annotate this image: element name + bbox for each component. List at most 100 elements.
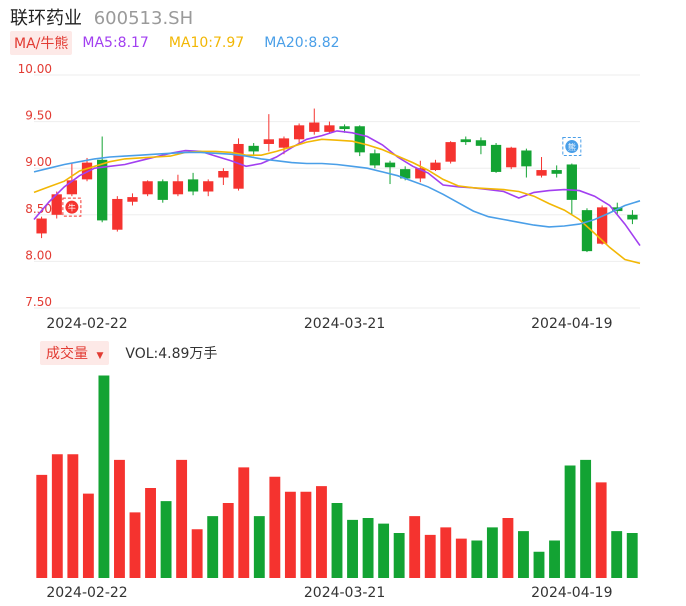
signal-marker-frame xyxy=(562,137,582,157)
volume-bar xyxy=(595,482,607,578)
signal-marker-frame xyxy=(62,197,82,217)
time-axis: 2024-02-22 2024-03-21 2024-04-19 xyxy=(46,316,612,332)
volume-bar xyxy=(362,518,374,578)
candle-body xyxy=(490,144,502,172)
volume-bar xyxy=(98,375,110,578)
date-tick-label: 2024-04-19 xyxy=(531,585,612,601)
candle-body xyxy=(506,147,517,168)
candle-body xyxy=(157,181,168,200)
candle-body xyxy=(187,179,199,192)
volume-bar xyxy=(207,516,219,578)
volume-bar xyxy=(518,531,529,578)
grid-lines xyxy=(34,74,640,309)
stock-title: 联环药业 600513.SH xyxy=(10,4,193,30)
candle-body xyxy=(81,162,93,180)
candle-body xyxy=(324,125,335,132)
candle-body xyxy=(566,164,577,200)
volume-bar xyxy=(580,459,592,578)
candle-body xyxy=(445,142,456,162)
candle-body xyxy=(400,169,411,179)
volume-bar xyxy=(331,503,343,578)
volume-bar xyxy=(253,516,265,578)
volume-bar xyxy=(455,538,467,578)
candlesticks xyxy=(36,108,638,253)
stock-code: 600513.SH xyxy=(93,8,194,29)
candle-body xyxy=(430,162,441,171)
price-tick-label: 9.00 xyxy=(25,155,52,169)
candle-body xyxy=(309,122,320,132)
moving-average-lines xyxy=(33,130,641,265)
candle-body xyxy=(97,159,108,221)
candle-body xyxy=(203,181,214,192)
stock-name: 联环药业 xyxy=(10,8,82,29)
date-tick-label: 2024-04-19 xyxy=(531,316,612,332)
volume-bar xyxy=(486,527,498,578)
volume-bar xyxy=(502,518,514,578)
candle-body xyxy=(581,210,593,252)
date-tick-label: 2024-03-21 xyxy=(304,585,385,601)
date-tick-label: 2024-02-22 xyxy=(46,316,127,332)
volume-bar xyxy=(238,467,250,578)
volume-selector[interactable]: 成交量 ▼ xyxy=(40,341,110,365)
volume-bar xyxy=(300,491,312,578)
volume-bar xyxy=(533,551,545,578)
volume-bar xyxy=(393,533,405,578)
candle-body xyxy=(172,181,184,195)
signal-marker-label: 牛 xyxy=(68,203,76,213)
candle-body xyxy=(596,207,608,244)
candle-body xyxy=(233,143,244,189)
candle-body xyxy=(218,170,229,178)
ma20-line xyxy=(33,151,641,228)
volume-bar xyxy=(191,529,203,578)
signal-marker-dot xyxy=(65,200,79,214)
indicator-selector[interactable]: MA/牛熊 xyxy=(10,31,73,55)
chevron-down-icon: ▼ xyxy=(96,351,104,361)
signal-marker-label: 熊 xyxy=(568,142,576,152)
volume-bar xyxy=(114,459,125,578)
volume-value: VOL:4.89万手 xyxy=(125,346,218,362)
candle-body xyxy=(536,170,547,176)
candle-body xyxy=(354,126,365,153)
candle-body xyxy=(51,194,62,215)
volume-bar xyxy=(269,476,281,578)
candle-body xyxy=(263,139,274,144)
ma5-label: MA5:8.17 xyxy=(82,35,149,51)
candle-body xyxy=(36,218,47,234)
candle-body xyxy=(278,138,290,148)
candle-body xyxy=(369,153,381,166)
volume-bar xyxy=(440,527,452,578)
volume-bar xyxy=(316,486,327,578)
volume-bar xyxy=(160,501,172,578)
volume-bar xyxy=(222,503,234,578)
volume-bar xyxy=(284,491,296,578)
candle-body xyxy=(415,168,426,179)
price-tick-label: 8.00 xyxy=(25,248,52,262)
volume-bar xyxy=(549,540,560,578)
volume-bar xyxy=(51,454,63,578)
volume-bars xyxy=(36,375,638,578)
volume-bar xyxy=(626,533,638,578)
volume-bar xyxy=(36,474,48,578)
volume-time-axis: 2024-02-22 2024-03-21 2024-04-19 xyxy=(46,585,612,601)
volume-legend: 成交量 ▼ VOL:4.89万手 xyxy=(40,341,217,365)
ma20-label: MA20:8.82 xyxy=(264,35,340,51)
candle-body xyxy=(112,198,123,230)
candle-body xyxy=(627,214,638,220)
volume-bar xyxy=(564,465,576,578)
candle-body xyxy=(142,181,153,195)
price-tick-label: 10.00 xyxy=(18,62,52,76)
volume-bar xyxy=(129,512,141,578)
volume-bar xyxy=(471,540,483,578)
price-axis: 10.009.509.008.508.007.50 xyxy=(18,62,52,309)
volume-bar xyxy=(82,493,94,578)
candle-body xyxy=(339,126,350,130)
volume-bar xyxy=(378,523,390,578)
ma-legend: MA/牛熊 MA5:8.17 MA10:7.97 MA20:8.82 xyxy=(10,31,360,55)
candle-body xyxy=(248,145,259,152)
candle-body xyxy=(460,139,471,143)
candle-body xyxy=(384,162,396,168)
ma5-line xyxy=(33,130,641,247)
date-tick-label: 2024-03-21 xyxy=(304,316,385,332)
ma10-label: MA10:7.97 xyxy=(168,35,245,51)
